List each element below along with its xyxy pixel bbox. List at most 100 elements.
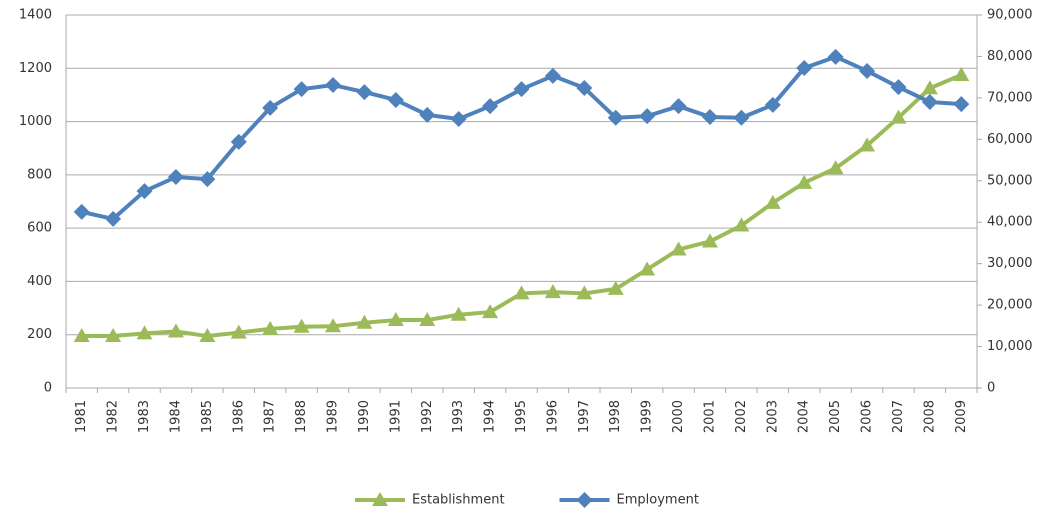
point-marker <box>199 171 216 188</box>
point-marker <box>953 66 970 81</box>
x-tick-label: 1988 <box>294 400 309 433</box>
x-tick-label: 1998 <box>608 400 623 433</box>
x-tick-label: 1991 <box>388 400 403 433</box>
legend-label: Establishment <box>412 493 505 508</box>
x-tick-label: 2009 <box>954 400 969 433</box>
point-marker <box>167 169 184 186</box>
y-tick-label: 600 <box>27 221 52 236</box>
y-tick-label: 400 <box>27 274 52 289</box>
x-tick-label: 2000 <box>671 400 686 433</box>
point-marker <box>450 111 467 128</box>
point-marker <box>890 109 907 124</box>
point-marker <box>105 210 122 227</box>
y-tick-label: 1200 <box>19 61 52 76</box>
point-marker <box>356 314 373 329</box>
point-marker <box>733 217 750 232</box>
x-tick-label: 2003 <box>765 400 780 433</box>
y2-tick-label: 20,000 <box>987 298 1033 313</box>
point-marker <box>482 98 499 115</box>
x-tick-label: 1985 <box>200 400 215 433</box>
y-tick-label: 1000 <box>19 114 52 129</box>
y2-tick-label: 10,000 <box>987 339 1033 354</box>
point-marker <box>701 108 718 125</box>
x-tick-label: 2001 <box>702 400 717 433</box>
point-marker <box>953 96 970 113</box>
point-marker <box>325 318 342 333</box>
y-tick-label: 1400 <box>19 8 52 23</box>
x-tick-label: 2006 <box>860 400 875 433</box>
point-marker <box>513 81 530 98</box>
point-marker <box>293 81 310 98</box>
y2-tick-label: 40,000 <box>987 215 1033 230</box>
point-marker <box>796 60 813 77</box>
x-tick-label: 1983 <box>137 400 152 433</box>
point-marker <box>325 77 342 94</box>
x-tick-label: 2008 <box>922 400 937 433</box>
point-marker <box>701 233 718 248</box>
x-tick-label: 2004 <box>797 400 812 433</box>
point-marker <box>576 492 593 508</box>
x-tick-label: 1986 <box>231 400 246 433</box>
point-marker <box>827 160 844 175</box>
point-marker <box>293 318 310 333</box>
point-marker <box>890 79 907 96</box>
point-marker <box>607 280 624 295</box>
point-marker <box>733 109 750 126</box>
point-marker <box>262 99 279 116</box>
point-marker <box>513 285 530 300</box>
point-marker <box>482 304 499 319</box>
point-marker <box>576 79 593 96</box>
x-tick-label: 1984 <box>168 400 183 433</box>
y2-tick-label: 50,000 <box>987 173 1033 188</box>
x-tick-label: 2007 <box>891 400 906 433</box>
x-tick-label: 1995 <box>514 400 529 433</box>
point-marker <box>827 48 844 65</box>
x-tick-label: 1993 <box>451 400 466 433</box>
point-marker <box>921 80 938 95</box>
point-marker <box>450 306 467 321</box>
series-line <box>81 54 962 221</box>
x-tick-label: 1992 <box>420 400 435 433</box>
y2-tick-label: 60,000 <box>987 132 1033 147</box>
x-tick-label: 1996 <box>545 400 560 433</box>
point-marker <box>262 320 279 335</box>
y2-tick-label: 90,000 <box>987 8 1033 23</box>
point-marker <box>372 492 388 506</box>
point-marker <box>921 94 938 111</box>
y2-tick-label: 30,000 <box>987 256 1033 271</box>
x-tick-label: 1989 <box>326 400 341 433</box>
point-marker <box>167 323 184 338</box>
y-tick-label: 200 <box>27 327 52 342</box>
y2-tick-label: 70,000 <box>987 90 1033 105</box>
y2-tick-label: 80,000 <box>987 49 1033 64</box>
point-marker <box>544 67 561 84</box>
x-tick-label: 1981 <box>74 400 89 433</box>
x-tick-label: 1987 <box>263 400 278 433</box>
legend-label: Employment <box>617 493 699 508</box>
point-marker <box>670 98 687 115</box>
point-marker <box>105 328 122 343</box>
point-marker <box>387 312 404 327</box>
point-marker <box>199 328 216 343</box>
point-marker <box>136 325 153 340</box>
x-tick-label: 1994 <box>483 400 498 433</box>
point-marker <box>419 312 436 327</box>
point-marker <box>230 133 247 150</box>
point-marker <box>670 241 687 256</box>
x-tick-label: 2005 <box>828 400 843 433</box>
point-marker <box>859 137 876 152</box>
y-tick-label: 800 <box>27 167 52 182</box>
point-marker <box>419 106 436 123</box>
y-tick-label: 0 <box>44 381 52 396</box>
point-marker <box>764 96 781 113</box>
point-marker <box>544 284 561 299</box>
point-marker <box>859 62 876 79</box>
x-tick-label: 1990 <box>357 400 372 433</box>
point-marker <box>387 91 404 108</box>
point-marker <box>764 194 781 209</box>
point-marker <box>639 261 656 276</box>
point-marker <box>73 203 90 220</box>
point-marker <box>136 183 153 200</box>
